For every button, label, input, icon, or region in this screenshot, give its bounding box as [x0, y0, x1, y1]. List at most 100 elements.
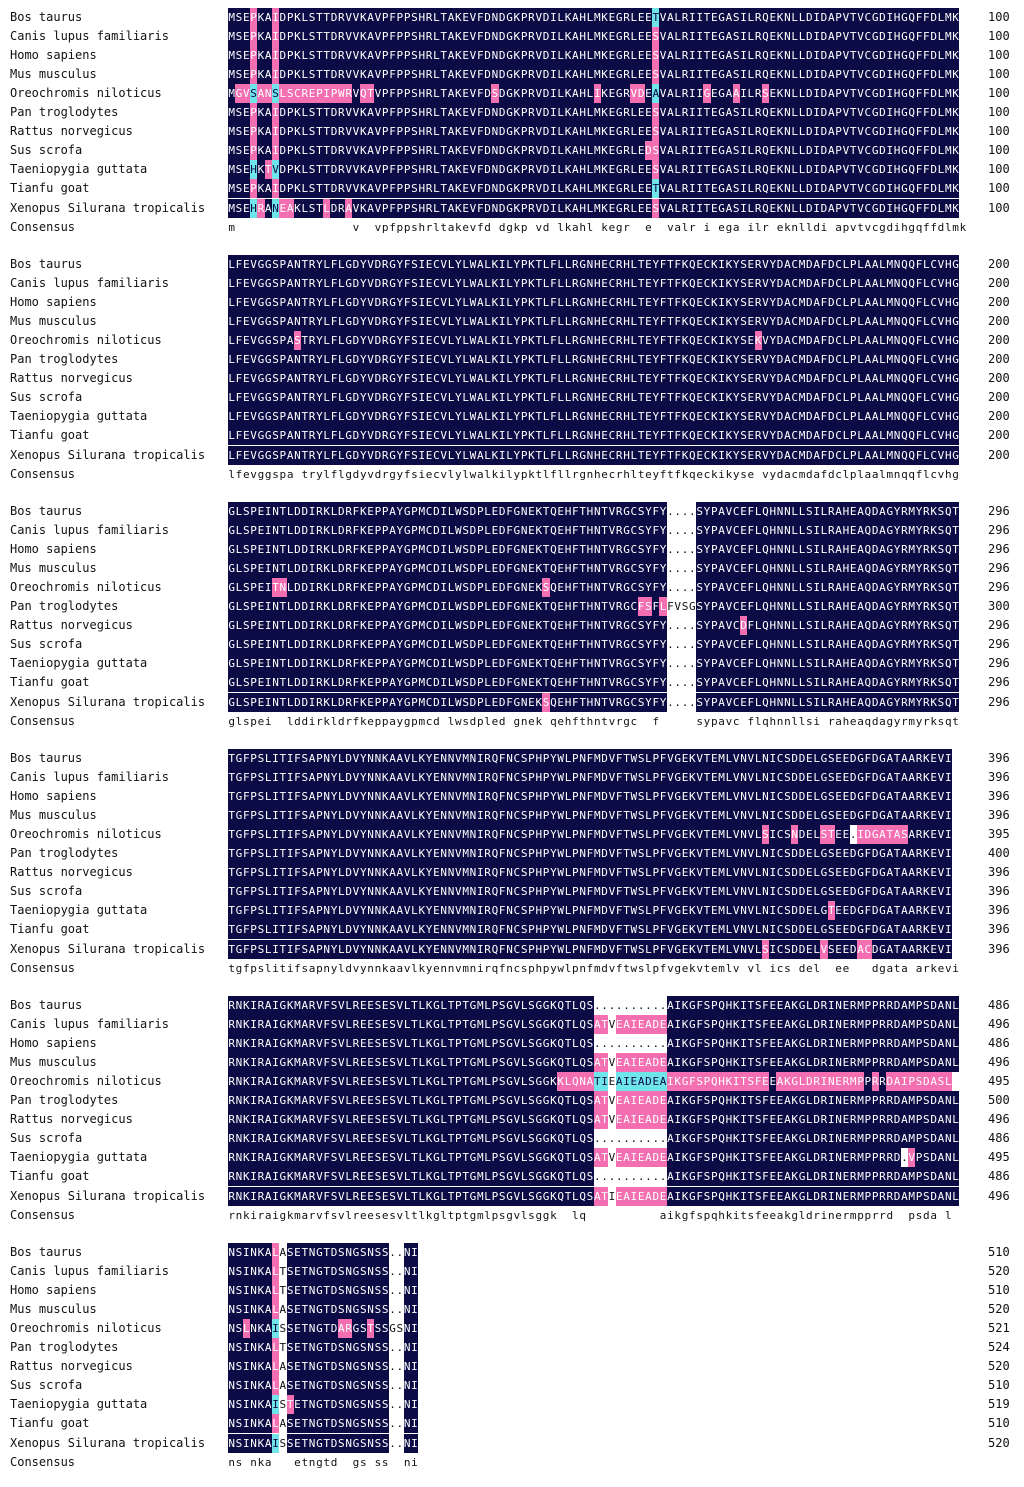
residue: I [498, 388, 506, 407]
residue: E [257, 578, 265, 597]
residue: N [783, 616, 792, 635]
residue: H [586, 540, 594, 559]
residue-count: 100 [988, 86, 1010, 100]
residue: N [761, 787, 770, 806]
residue: L [483, 293, 492, 312]
residue: I [498, 331, 506, 350]
consensus-residue: d [294, 715, 301, 728]
residue: V [747, 806, 755, 825]
residue: R [615, 293, 623, 312]
residue: P [571, 882, 579, 901]
consensus-residue: f [659, 962, 667, 975]
residue: D [871, 920, 879, 939]
residue: T [315, 46, 324, 65]
residue: S [761, 825, 770, 844]
residue: A [666, 84, 675, 103]
residue: I [271, 825, 280, 844]
residue: E [747, 274, 755, 293]
residue: K [381, 787, 389, 806]
residue: V [608, 693, 616, 712]
residue: K [323, 578, 331, 597]
residue: F [747, 540, 755, 559]
residue: L [630, 426, 638, 445]
residue: V [469, 160, 477, 179]
residue: I [286, 844, 294, 863]
residue: L [483, 255, 492, 274]
consensus-residue: a [915, 962, 923, 975]
residue: A [725, 160, 733, 179]
residue: N [586, 446, 594, 465]
residue: N [271, 502, 280, 521]
residue: L [557, 388, 565, 407]
residue: L [725, 901, 733, 920]
residue: G [951, 274, 960, 293]
residue: Y [703, 597, 711, 616]
residue: R [754, 8, 762, 27]
residue: Q [491, 825, 499, 844]
species-name: Pan troglodytes [10, 599, 119, 613]
consensus-residue: l [286, 715, 294, 728]
residue: T [703, 65, 711, 84]
residue: S [410, 446, 419, 465]
consensus-residue: f [242, 962, 250, 975]
residue: T [301, 426, 309, 445]
consensus-residue: r [615, 715, 623, 728]
residue: D [469, 578, 477, 597]
residue: G [820, 863, 828, 882]
residue: G [345, 426, 353, 445]
residue: L [337, 369, 345, 388]
residue: K [564, 84, 572, 103]
residue: D [469, 635, 477, 654]
residue: G [615, 199, 623, 218]
residue: P [571, 901, 579, 920]
residue: T [579, 502, 587, 521]
residue: K [681, 446, 689, 465]
residue: R [622, 199, 631, 218]
residue: A [827, 122, 835, 141]
consensus-residue: l [798, 715, 806, 728]
residue: K [710, 407, 718, 426]
residue: F [820, 426, 828, 445]
residue: Q [908, 179, 916, 198]
residue: F [674, 446, 682, 465]
residue: G [228, 521, 236, 540]
residue: F [915, 293, 923, 312]
residue: V [403, 844, 411, 863]
residue: I [717, 369, 726, 388]
consensus-residue: p [572, 962, 579, 975]
residue: Q [549, 502, 558, 521]
residue: L [447, 274, 455, 293]
residue: C [930, 255, 938, 274]
alignment-row: Xenopus Silurana tropicalis MSEHRANEAKLST… [0, 199, 1024, 218]
residue: V [608, 749, 616, 768]
residue: D [600, 901, 609, 920]
residue: V [666, 806, 675, 825]
consensus-residue: l [484, 715, 491, 728]
consensus-residue [330, 218, 337, 237]
residue: E [425, 350, 433, 369]
residue: R [425, 199, 433, 218]
residue: K [725, 369, 733, 388]
residue: R [681, 160, 689, 179]
residue: R [681, 103, 689, 122]
residue: G [257, 388, 265, 407]
residue: . [681, 693, 689, 712]
residue: K [323, 616, 331, 635]
residue: K [527, 350, 536, 369]
residue: G [505, 141, 514, 160]
residue: D [871, 749, 879, 768]
residue: L [447, 502, 455, 521]
residue: I [688, 103, 696, 122]
consensus-residue: p [542, 962, 550, 975]
residue: E [644, 179, 653, 198]
residue: L [747, 65, 755, 84]
residue: K [776, 103, 784, 122]
residue: G [856, 844, 865, 863]
residue: F [659, 920, 667, 939]
residue: F [915, 179, 923, 198]
consensus-residue: i [264, 715, 272, 728]
residue: Y [330, 920, 338, 939]
consensus-residue: f [476, 221, 484, 234]
consensus-residue: t [601, 715, 608, 728]
residue: E [805, 825, 813, 844]
